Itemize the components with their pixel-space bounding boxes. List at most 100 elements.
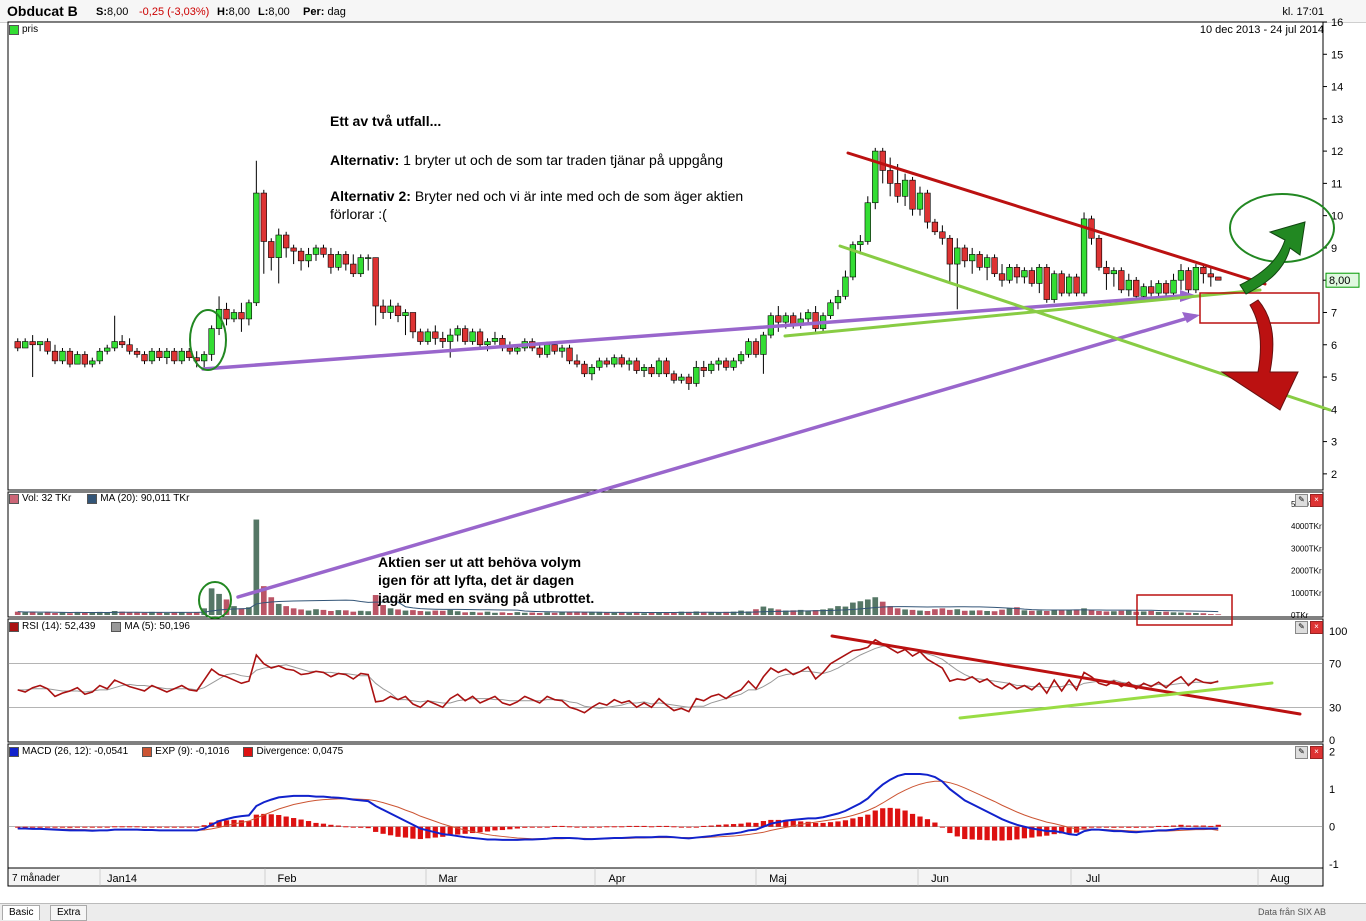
- volume-bar: [82, 613, 88, 615]
- red-box-volume: [1136, 594, 1233, 626]
- macd-tick-label: 0: [1329, 822, 1335, 834]
- candle-body: [1177, 270, 1185, 281]
- divergence-bar: [686, 826, 692, 828]
- tab-extra[interactable]: Extra: [50, 905, 88, 921]
- volume-bar: [850, 602, 856, 615]
- purple-trend-arrow-1: [201, 294, 1182, 371]
- divergence-bar: [805, 821, 811, 827]
- divergence-bar: [186, 826, 192, 828]
- candle-body: [29, 341, 36, 346]
- price-tick-label: 3: [1331, 437, 1337, 449]
- volume-bar: [917, 610, 923, 615]
- divergence-bar: [1193, 825, 1199, 827]
- divergence-bar: [895, 808, 901, 827]
- red-down-arrow: [1220, 299, 1299, 411]
- candle-body: [96, 350, 103, 362]
- volume-bar: [313, 609, 319, 615]
- candle-body: [208, 328, 215, 355]
- volume-bar: [1193, 613, 1199, 615]
- price-tick-label: 13: [1331, 114, 1343, 126]
- candle-body: [14, 341, 21, 349]
- candle-body: [469, 331, 476, 342]
- divergence-bar: [902, 810, 908, 827]
- volume-bar: [969, 610, 976, 615]
- volume-settings-icon[interactable]: ✎: [1295, 494, 1308, 507]
- candle-body: [89, 360, 96, 365]
- stat-change: -0,25 (-3,03%): [139, 6, 210, 18]
- rsi-close-icon[interactable]: ×: [1310, 621, 1323, 634]
- stat-period[interactable]: Per: dag: [303, 6, 346, 18]
- month-label: Apr: [608, 873, 625, 885]
- candle-body: [1013, 266, 1021, 278]
- divergence-bar: [880, 808, 886, 827]
- volume-bar: [641, 613, 647, 615]
- divergence-bar: [1021, 826, 1028, 839]
- divergence-bar: [760, 821, 767, 827]
- candle-body: [872, 150, 879, 204]
- period-label: 7 månader: [12, 873, 60, 884]
- data-source: Data från SIX AB: [1257, 907, 1326, 917]
- divergence-bar: [544, 826, 550, 828]
- candle-body: [148, 350, 156, 362]
- tab-basic[interactable]: Basic: [2, 905, 41, 920]
- volume-bar: [141, 612, 148, 615]
- divergence-bar: [701, 825, 707, 827]
- volume-bar: [111, 611, 118, 615]
- candle-body: [931, 221, 939, 233]
- divergence-bar: [1088, 826, 1095, 828]
- volume-bar: [581, 612, 588, 615]
- candle-body: [737, 354, 745, 362]
- macd-settings-icon[interactable]: ✎: [1295, 746, 1308, 759]
- divergence-bar: [1126, 826, 1132, 828]
- divergence-bar: [1141, 826, 1147, 828]
- divergence-bar: [253, 814, 259, 827]
- volume-tick-label: 0TKr: [1291, 611, 1309, 620]
- candle-body: [827, 302, 834, 317]
- green-support-line-2: [783, 288, 1262, 338]
- volume-bar: [305, 610, 312, 615]
- volume-bar: [89, 612, 96, 615]
- candle-body: [1185, 270, 1192, 291]
- candle-body: [1110, 270, 1118, 275]
- divergence-bar: [104, 826, 110, 828]
- rsi-settings-icon[interactable]: ✎: [1295, 621, 1308, 634]
- volume-bar: [954, 609, 961, 615]
- macd-close-icon[interactable]: ×: [1310, 746, 1323, 759]
- volume-bar: [678, 611, 685, 615]
- volume-bar: [1021, 610, 1028, 615]
- divergence-bar: [134, 826, 140, 828]
- divergence-bar: [15, 826, 21, 828]
- candle-body: [163, 350, 170, 358]
- volume-close-icon[interactable]: ×: [1310, 494, 1323, 507]
- volume-bar: [223, 599, 230, 615]
- macd-swatch: [9, 746, 19, 757]
- candle-body: [603, 360, 610, 365]
- candle-body: [596, 360, 603, 368]
- divergence-bar: [522, 826, 528, 828]
- volume-bar: [805, 610, 811, 615]
- volume-bar: [1133, 611, 1140, 615]
- volume-bar: [1058, 610, 1065, 615]
- volume-bar: [812, 610, 819, 615]
- volume-bar: [775, 609, 782, 615]
- volume-bar: [700, 612, 707, 615]
- candle-body: [1028, 270, 1035, 284]
- candle-body: [581, 363, 588, 375]
- candle-body: [685, 376, 692, 384]
- time-axis-frame: [7, 867, 1324, 887]
- divergence-bar: [924, 819, 931, 827]
- divergence-bar: [455, 826, 461, 835]
- volume-bar: [1170, 612, 1177, 615]
- divergence-bar: [1156, 825, 1162, 827]
- candle-body: [1043, 266, 1050, 300]
- candle-body: [1200, 266, 1207, 275]
- divergence-bar: [1118, 826, 1124, 828]
- volume-bar: [1029, 610, 1035, 615]
- divergence-bar: [499, 826, 506, 831]
- candle-body: [1215, 276, 1222, 281]
- volume-bar: [425, 611, 431, 615]
- divergence-bar: [484, 826, 491, 832]
- volume-bar: [984, 611, 990, 615]
- volume-bar: [730, 611, 737, 615]
